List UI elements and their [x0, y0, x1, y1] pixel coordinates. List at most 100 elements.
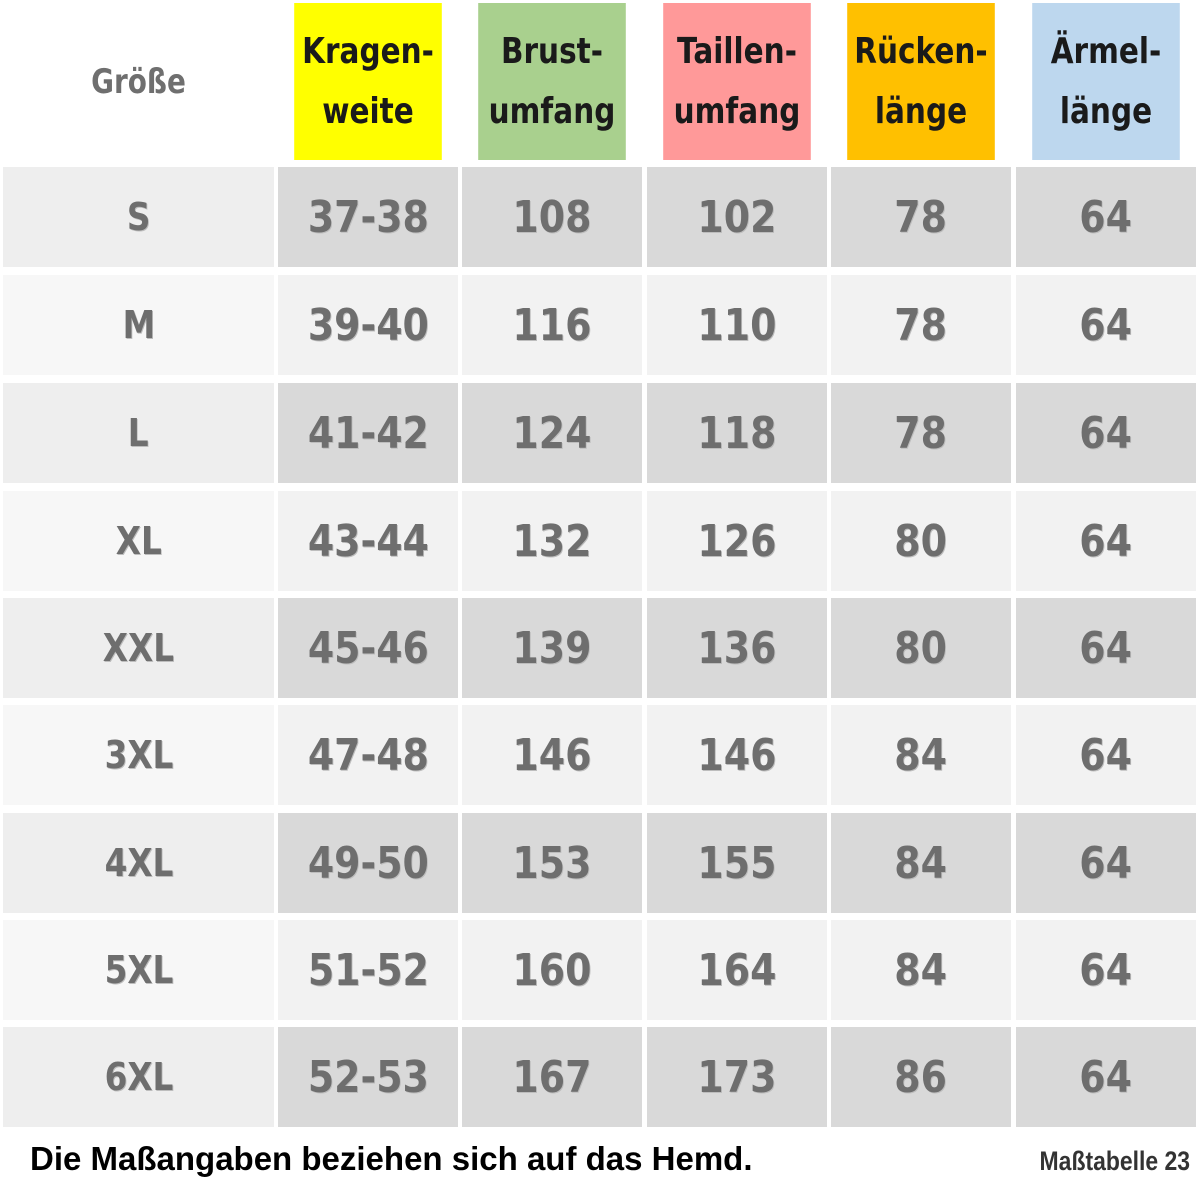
cell-rueckenlaenge: 80: [831, 491, 1011, 591]
cell-kragenweite: 47-48: [278, 705, 458, 805]
cell-value: 78: [894, 407, 948, 459]
size-chart-table: Größe Kragen- weite Brust- umfang Taillen- …: [0, 0, 1200, 1127]
cell-rueckenlaenge: 78: [831, 167, 1011, 267]
cell-value: 78: [894, 299, 948, 351]
cell-kragenweite: 43-44: [278, 491, 458, 591]
cell-value: 84: [894, 944, 948, 996]
header-kragenweite: Kragen- weite: [294, 3, 442, 160]
cell-value: 146: [697, 729, 777, 781]
cell-value: 118: [697, 407, 777, 459]
cell-rueckenlaenge: 78: [831, 383, 1011, 483]
header-brustumfang: Brust- umfang: [478, 3, 626, 160]
cell-rueckenlaenge: 84: [831, 920, 1011, 1020]
header-label: Taillen- umfang: [673, 30, 801, 132]
size-label: 3XL: [104, 733, 173, 777]
table-row: S 37-38 108 102 78 64: [0, 167, 1200, 267]
cell-value: 84: [894, 837, 948, 889]
size-label-cell: L: [3, 383, 274, 483]
cell-value: 84: [894, 729, 948, 781]
cell-rueckenlaenge: 78: [831, 275, 1011, 375]
size-label-cell: 3XL: [3, 705, 274, 805]
header-rueckenlaenge: Rücken- länge: [847, 3, 995, 160]
cell-value: 173: [697, 1051, 777, 1103]
cell-value: 126: [697, 515, 777, 567]
cell-value: 52-53: [307, 1051, 429, 1103]
cell-value: 64: [1079, 1051, 1133, 1103]
cell-rueckenlaenge: 84: [831, 813, 1011, 913]
cell-rueckenlaenge: 86: [831, 1027, 1011, 1127]
cell-rueckenlaenge: 80: [831, 598, 1011, 698]
cell-kragenweite: 41-42: [278, 383, 458, 483]
cell-aermellaenge: 64: [1016, 275, 1196, 375]
cell-value: 37-38: [307, 191, 429, 243]
table-row: 5XL 51-52 160 164 84 64: [0, 920, 1200, 1020]
cell-value: 64: [1079, 299, 1133, 351]
cell-kragenweite: 45-46: [278, 598, 458, 698]
cell-value: 108: [512, 191, 592, 243]
table-row: 6XL 52-53 167 173 86 64: [0, 1027, 1200, 1127]
cell-value: 64: [1079, 191, 1133, 243]
cell-aermellaenge: 64: [1016, 167, 1196, 267]
size-label-cell: XL: [3, 491, 274, 591]
cell-value: 64: [1079, 515, 1133, 567]
cell-brustumfang: 167: [462, 1027, 642, 1127]
cell-value: 47-48: [307, 729, 429, 781]
table-header-row: Größe Kragen- weite Brust- umfang Taillen- …: [0, 0, 1200, 162]
cell-aermellaenge: 64: [1016, 813, 1196, 913]
header-groesse: Größe: [27, 3, 250, 160]
header-aermellaenge: Ärmel- länge: [1032, 3, 1180, 160]
cell-value: 160: [512, 944, 592, 996]
cell-value: 110: [697, 299, 777, 351]
size-label: M: [122, 303, 155, 347]
header-label: Ärmel- länge: [1050, 30, 1162, 132]
size-label: 6XL: [104, 1055, 173, 1099]
cell-value: 64: [1079, 944, 1133, 996]
table-row: XXL 45-46 139 136 80 64: [0, 598, 1200, 698]
cell-value: 155: [697, 837, 777, 889]
cell-taillenumfang: 155: [647, 813, 827, 913]
cell-taillenumfang: 102: [647, 167, 827, 267]
cell-value: 64: [1079, 837, 1133, 889]
cell-kragenweite: 52-53: [278, 1027, 458, 1127]
size-label-cell: S: [3, 167, 274, 267]
size-label-cell: 5XL: [3, 920, 274, 1020]
size-label-cell: M: [3, 275, 274, 375]
cell-brustumfang: 116: [462, 275, 642, 375]
table-id-label: Maßtabelle 23: [1039, 1146, 1190, 1176]
size-label-cell: XXL: [3, 598, 274, 698]
cell-value: 146: [512, 729, 592, 781]
size-label-cell: 4XL: [3, 813, 274, 913]
cell-kragenweite: 37-38: [278, 167, 458, 267]
size-label-cell: 6XL: [3, 1027, 274, 1127]
size-label: 4XL: [104, 841, 173, 885]
cell-kragenweite: 51-52: [278, 920, 458, 1020]
cell-taillenumfang: 126: [647, 491, 827, 591]
cell-value: 51-52: [307, 944, 429, 996]
cell-brustumfang: 108: [462, 167, 642, 267]
cell-value: 86: [894, 1051, 948, 1103]
cell-value: 64: [1079, 407, 1133, 459]
cell-value: 102: [697, 191, 777, 243]
cell-value: 164: [697, 944, 777, 996]
cell-brustumfang: 139: [462, 598, 642, 698]
cell-kragenweite: 49-50: [278, 813, 458, 913]
cell-value: 132: [512, 515, 592, 567]
cell-brustumfang: 160: [462, 920, 642, 1020]
size-label: 5XL: [104, 948, 173, 992]
cell-aermellaenge: 64: [1016, 383, 1196, 483]
table-row: XL 43-44 132 126 80 64: [0, 491, 1200, 591]
footer-note: Die Maßangaben beziehen sich auf das Hem…: [30, 1140, 753, 1177]
cell-taillenumfang: 164: [647, 920, 827, 1020]
cell-value: 167: [512, 1051, 592, 1103]
table-row: L 41-42 124 118 78 64: [0, 383, 1200, 483]
header-label: Kragen- weite: [302, 30, 434, 132]
header-label: Rücken- länge: [854, 30, 988, 132]
cell-rueckenlaenge: 84: [831, 705, 1011, 805]
header-taillenumfang: Taillen- umfang: [663, 3, 811, 160]
cell-brustumfang: 153: [462, 813, 642, 913]
cell-value: 116: [512, 299, 592, 351]
size-label: XXL: [102, 626, 175, 670]
cell-value: 139: [512, 622, 592, 674]
cell-aermellaenge: 64: [1016, 920, 1196, 1020]
cell-kragenweite: 39-40: [278, 275, 458, 375]
